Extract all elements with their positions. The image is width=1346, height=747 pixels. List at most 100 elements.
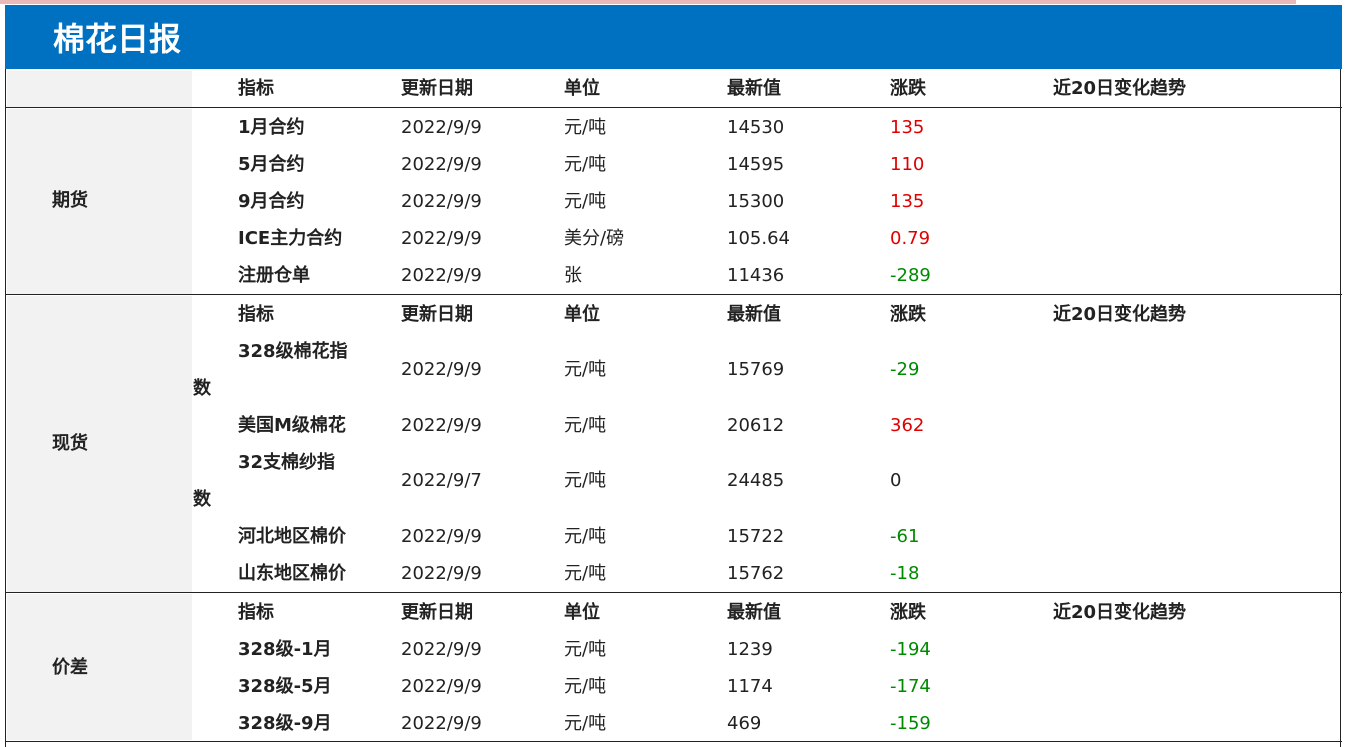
top-accent-line [0, 0, 1296, 4]
row-value: 20612 [727, 415, 785, 436]
col-trend: 近20日变化趋势 [1053, 602, 1187, 623]
row-change: -194 [890, 639, 931, 660]
col-value: 最新值 [727, 304, 781, 325]
row-value: 15300 [727, 191, 785, 212]
col-change: 涨跌 [890, 602, 926, 623]
row-change: -29 [890, 359, 920, 380]
col-unit: 单位 [564, 304, 600, 325]
row-unit: 元/吨 [564, 563, 607, 584]
row-change: 0 [890, 470, 902, 491]
row-indicator: 328级-1月 [238, 639, 332, 660]
row-indicator: 5月合约 [238, 154, 305, 175]
col-indicator: 指标 [238, 304, 274, 325]
row-unit: 元/吨 [564, 191, 607, 212]
row-date: 2022/9/7 [401, 470, 482, 491]
row-change: 110 [890, 154, 925, 175]
row-date: 2022/9/9 [401, 563, 482, 584]
row-unit: 元/吨 [564, 415, 607, 436]
row-unit: 元/吨 [564, 359, 607, 380]
row-date: 2022/9/9 [401, 359, 482, 380]
page-title: 棉花日报 [53, 20, 182, 58]
row-unit: 元/吨 [564, 154, 607, 175]
row-indicator: 32支棉纱指 [238, 452, 336, 473]
row-date: 2022/9/9 [401, 713, 482, 734]
row-indicator: 9月合约 [238, 191, 305, 212]
row-value: 469 [727, 713, 762, 734]
row-unit: 美分/磅 [564, 228, 625, 249]
divider-line [5, 741, 1342, 742]
row-unit: 元/吨 [564, 639, 607, 660]
row-change: -61 [890, 526, 920, 547]
section-label: 现货 [52, 433, 88, 454]
row-date: 2022/9/9 [401, 526, 482, 547]
col-unit: 单位 [564, 78, 600, 99]
row-indicator-wrap: 数 [193, 378, 211, 399]
row-unit: 元/吨 [564, 470, 607, 491]
row-date: 2022/9/9 [401, 154, 482, 175]
row-indicator: 注册仓单 [238, 265, 310, 286]
row-date: 2022/9/9 [401, 228, 482, 249]
row-date: 2022/9/9 [401, 191, 482, 212]
row-change: 135 [890, 191, 925, 212]
col-date: 更新日期 [401, 602, 473, 623]
row-indicator-wrap: 数 [193, 489, 211, 510]
row-indicator: 美国M级棉花 [238, 415, 346, 436]
spot-side-bg [7, 296, 192, 592]
row-unit: 元/吨 [564, 713, 607, 734]
table-frame [5, 69, 1341, 747]
row-change: -174 [890, 676, 931, 697]
row-change: -289 [890, 265, 931, 286]
row-indicator: ICE主力合约 [238, 228, 343, 249]
row-indicator: 328级-9月 [238, 713, 332, 734]
row-indicator: 328级棉花指 [238, 341, 348, 362]
row-date: 2022/9/9 [401, 415, 482, 436]
row-change: 135 [890, 117, 925, 138]
divider-line [5, 107, 1342, 108]
row-value: 11436 [727, 265, 785, 286]
row-date: 2022/9/9 [401, 676, 482, 697]
col-indicator: 指标 [238, 78, 274, 99]
row-change: 0.79 [890, 228, 931, 249]
col-indicator: 指标 [238, 602, 274, 623]
col-trend: 近20日变化趋势 [1053, 78, 1187, 99]
row-value: 14595 [727, 154, 785, 175]
row-unit: 元/吨 [564, 676, 607, 697]
col-value: 最新值 [727, 78, 781, 99]
row-value: 15762 [727, 563, 785, 584]
col-change: 涨跌 [890, 304, 926, 325]
row-unit: 元/吨 [564, 526, 607, 547]
row-value: 14530 [727, 117, 785, 138]
row-unit: 张 [564, 265, 582, 286]
title-bar: 棉花日报 [5, 5, 1342, 69]
row-value: 1174 [727, 676, 773, 697]
row-value: 105.64 [727, 228, 790, 249]
row-indicator: 1月合约 [238, 117, 305, 138]
row-date: 2022/9/9 [401, 639, 482, 660]
row-value: 1239 [727, 639, 773, 660]
section-label: 价差 [52, 657, 88, 678]
row-value: 24485 [727, 470, 785, 491]
row-change: -18 [890, 563, 920, 584]
col-change: 涨跌 [890, 78, 926, 99]
row-change: -159 [890, 713, 931, 734]
header-side-bg [7, 71, 192, 107]
row-date: 2022/9/9 [401, 117, 482, 138]
row-value: 15769 [727, 359, 785, 380]
divider-line [5, 294, 1342, 295]
section-label: 期货 [52, 190, 88, 211]
row-indicator: 山东地区棉价 [238, 563, 346, 584]
col-trend: 近20日变化趋势 [1053, 304, 1187, 325]
spread-side-bg [7, 594, 192, 740]
col-date: 更新日期 [401, 304, 473, 325]
col-unit: 单位 [564, 602, 600, 623]
row-indicator: 328级-5月 [238, 676, 332, 697]
col-value: 最新值 [727, 602, 781, 623]
col-date: 更新日期 [401, 78, 473, 99]
row-unit: 元/吨 [564, 117, 607, 138]
row-date: 2022/9/9 [401, 265, 482, 286]
futures-side-bg [7, 109, 192, 294]
divider-line [5, 592, 1342, 593]
row-value: 15722 [727, 526, 785, 547]
row-indicator: 河北地区棉价 [238, 526, 346, 547]
row-change: 362 [890, 415, 925, 436]
